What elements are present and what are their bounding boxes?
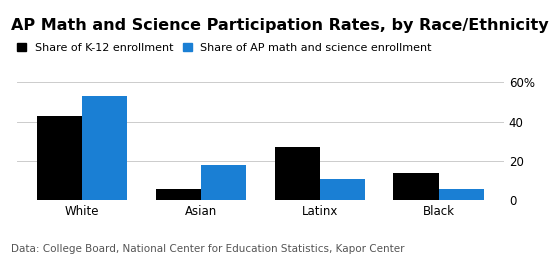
Bar [37,116,82,200]
Bar [438,189,484,200]
Bar [320,179,365,200]
Bar [156,189,201,200]
Text: AP Math and Science Participation Rates, by Race/Ethnicity: AP Math and Science Participation Rates,… [11,18,549,33]
Bar [82,96,127,200]
Bar [201,165,246,200]
Text: Data: College Board, National Center for Education Statistics, Kapor Center: Data: College Board, National Center for… [11,244,405,254]
Legend: Share of K-12 enrollment, Share of AP math and science enrollment: Share of K-12 enrollment, Share of AP ma… [17,43,432,53]
Bar [274,147,320,200]
Bar [394,173,438,200]
